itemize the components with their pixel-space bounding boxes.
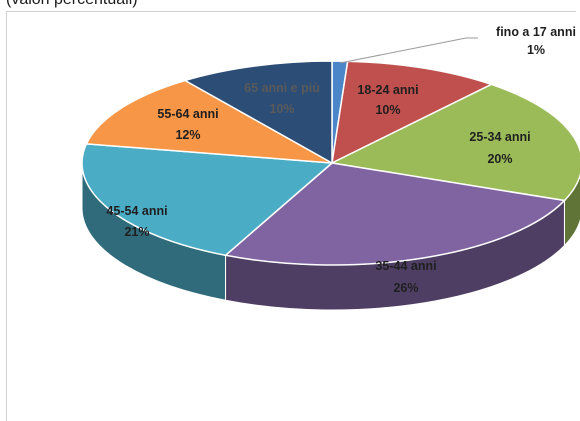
slice-label-35-44-anni: 35-44 anni bbox=[375, 259, 436, 273]
slice-label-fino-a-17-anni: fino a 17 anni bbox=[496, 25, 576, 39]
chart-frame bbox=[6, 11, 576, 421]
slice-label-18-24-anni: 18-24 anni bbox=[357, 83, 418, 97]
pie-slice-25-34-anni bbox=[329, 83, 580, 202]
pie-slice-55-64-anni bbox=[85, 79, 333, 164]
slice-label-25-34-anni: 25-34 anni bbox=[469, 130, 530, 144]
slice-value-fino-a-17-anni: 1% bbox=[527, 43, 545, 57]
slice-value-65-anni-e-pi: 10% bbox=[269, 102, 294, 116]
pie-slice-65-anni-e-pi bbox=[183, 60, 333, 165]
pie-labels: fino a 17 anni 1% 18-24 anni 10% 25-34 anni 2… bbox=[106, 25, 576, 295]
chart-subtitle: (valori percentuali) bbox=[6, 0, 138, 9]
slice-value-25-34-anni: 20% bbox=[487, 152, 512, 166]
slice-label-65-anni-e-pi: 65 anni e più bbox=[244, 81, 320, 95]
callout-line bbox=[339, 37, 478, 64]
slice-value-35-44-anni: 26% bbox=[393, 281, 418, 295]
slice-label-45-54-anni: 45-54 anni bbox=[106, 204, 167, 218]
slice-value-18-24-anni: 10% bbox=[375, 103, 400, 117]
pie-slice-18-24-anni bbox=[331, 60, 494, 165]
pie-slice-35-44-anni bbox=[223, 162, 566, 266]
pie-slices bbox=[81, 60, 580, 266]
slice-label-55-64-anni: 55-64 anni bbox=[157, 107, 218, 121]
slice-value-45-54-anni: 21% bbox=[124, 225, 149, 239]
slice-value-55-64-anni: 12% bbox=[175, 128, 200, 142]
pie-slice-45-54-anni bbox=[81, 143, 334, 257]
